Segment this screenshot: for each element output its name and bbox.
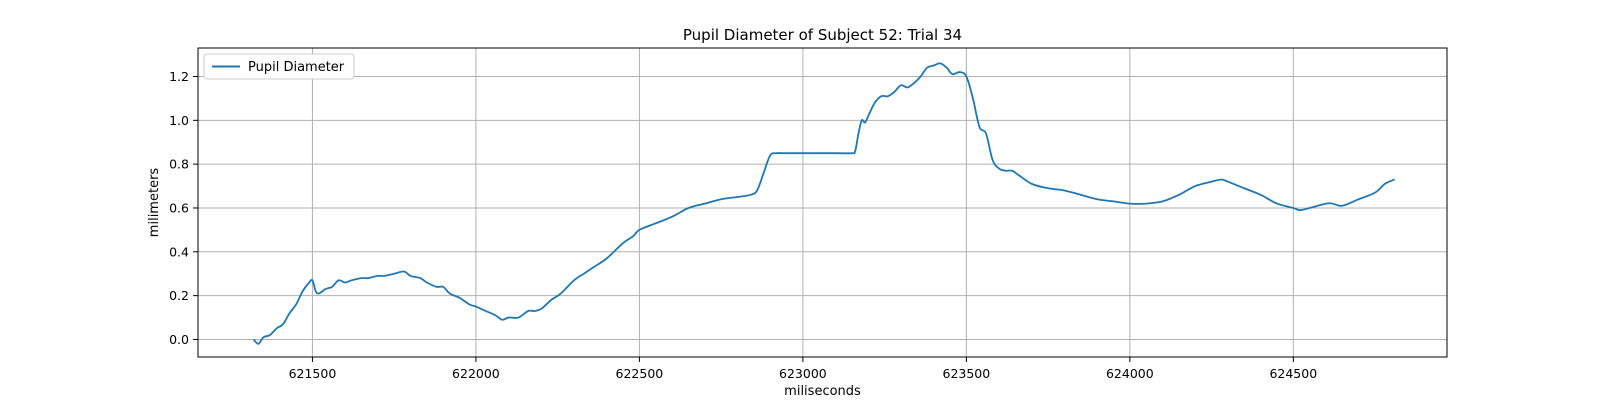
y-tick-label: 0.4 — [169, 244, 189, 259]
series-line-pupil-diameter — [252, 62, 1396, 345]
y-tick-label: 1.0 — [169, 113, 189, 128]
x-tick-label: 624000 — [1106, 366, 1154, 381]
x-tick-label: 622000 — [452, 366, 500, 381]
y-axis-label: milimeters — [147, 168, 162, 238]
grid-layer — [198, 48, 1447, 357]
x-tick-label: 621500 — [289, 366, 337, 381]
x-tick-label: 624500 — [1269, 366, 1317, 381]
chart-title: Pupil Diameter of Subject 52: Trial 34 — [683, 26, 962, 44]
y-tick-label: 0.0 — [169, 332, 189, 347]
x-tick-label: 623000 — [779, 366, 827, 381]
legend-box — [203, 53, 355, 80]
y-tick-label: 1.2 — [169, 69, 189, 84]
x-tick-label: 623500 — [943, 366, 991, 381]
legend-label: Pupil Diameter — [248, 60, 345, 75]
x-axis-label: miliseconds — [784, 384, 861, 399]
y-tick-label: 0.2 — [169, 288, 189, 303]
legend: Pupil Diameter — [203, 53, 355, 80]
x-axis: 621500 622000 622500 623000 623500 624000 6245… — [289, 357, 1317, 381]
y-tick-label: 0.8 — [169, 157, 189, 172]
line-layer — [252, 62, 1396, 345]
x-tick-label: 622500 — [616, 366, 664, 381]
y-axis: 0.0 0.2 0.4 0.6 0.8 1.0 1.2 — [169, 69, 198, 347]
plot-frame — [197, 47, 1448, 358]
y-tick-label: 0.6 — [169, 200, 189, 215]
